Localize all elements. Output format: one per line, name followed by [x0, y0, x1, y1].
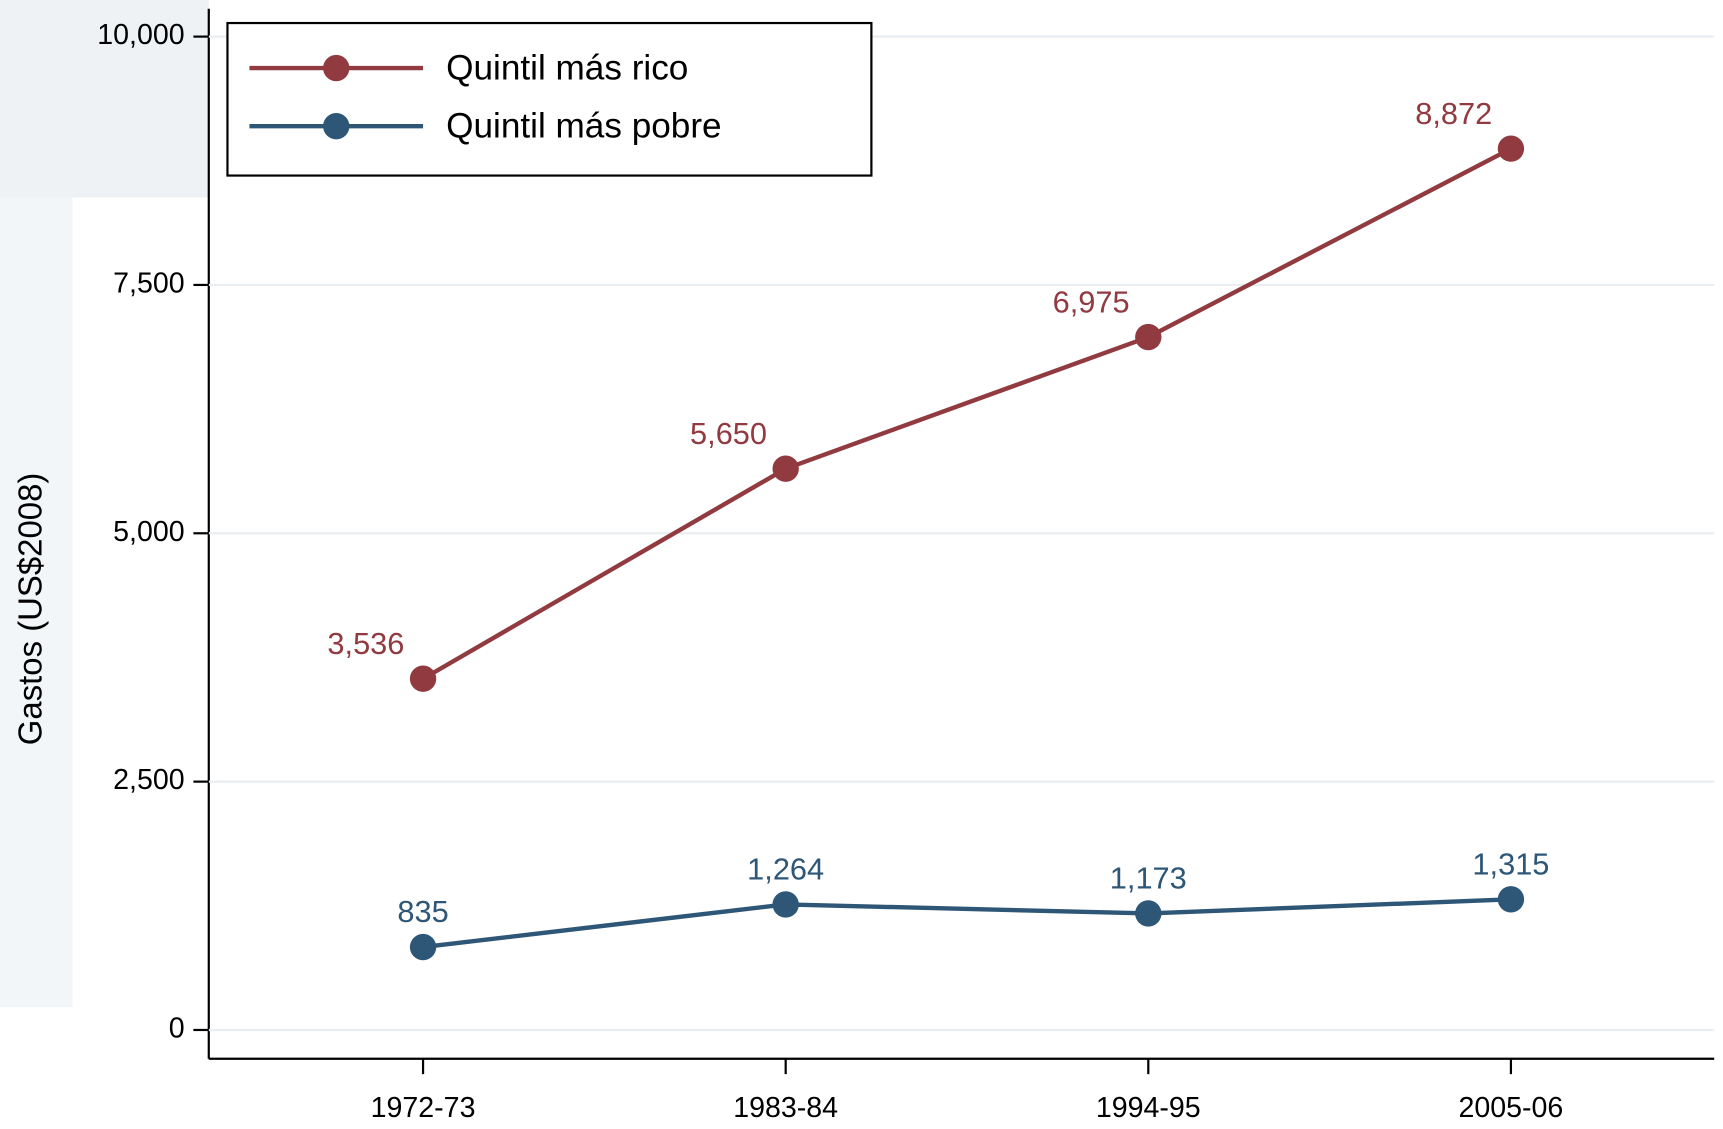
- data-point: [1135, 323, 1162, 351]
- y-axis-label: Gastos (US$2008): [12, 473, 49, 746]
- y-tick-label: 5,000: [113, 516, 184, 548]
- legend-box: [226, 21, 873, 177]
- y-tick-label: 2,500: [113, 764, 184, 796]
- series-line: [421, 146, 1512, 681]
- legend-marker: [323, 113, 350, 140]
- series-line: [422, 897, 1512, 950]
- legend-label: Quintil más rico: [446, 49, 688, 88]
- x-tick-label: 1994-95: [1096, 1092, 1201, 1124]
- data-point: [772, 891, 799, 918]
- background-panel: [0, 0, 209, 198]
- data-label: 5,650: [690, 416, 767, 451]
- data-label: 3,536: [327, 626, 404, 661]
- data-label: 835: [397, 894, 448, 929]
- data-point: [409, 665, 437, 692]
- y-tick-label: 10,000: [97, 19, 184, 51]
- data-point: [409, 933, 437, 961]
- x-tick-label: 1983-84: [733, 1092, 838, 1124]
- data-point: [772, 455, 799, 482]
- data-point: [1135, 900, 1162, 927]
- y-tick-label: 7,500: [113, 267, 184, 299]
- legend-label: Quintil más pobre: [446, 107, 721, 146]
- data-label: 8,872: [1415, 96, 1492, 131]
- legend: [226, 21, 873, 177]
- legend-marker: [323, 54, 350, 82]
- background-panel: [0, 197, 73, 1008]
- y-tick-label: 0: [169, 1013, 185, 1045]
- data-label: 6,975: [1053, 284, 1130, 319]
- data-point: [1497, 135, 1525, 162]
- data-label: 1,173: [1110, 861, 1187, 896]
- data-label: 1,264: [747, 852, 824, 887]
- x-tick-label: 2005-06: [1459, 1092, 1564, 1124]
- data-label: 1,315: [1472, 847, 1549, 882]
- data-point: [1497, 886, 1525, 913]
- x-tick-label: 1972-73: [371, 1092, 476, 1124]
